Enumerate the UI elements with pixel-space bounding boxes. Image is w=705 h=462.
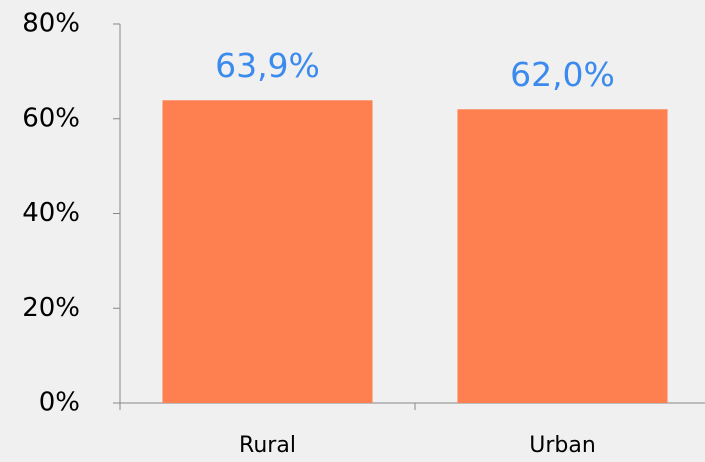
y-tick-label: 80% xyxy=(22,9,80,39)
x-tick-label: Rural xyxy=(239,433,296,458)
bar xyxy=(162,100,373,404)
value-label: 62,0% xyxy=(510,55,615,94)
bar xyxy=(457,109,668,404)
y-tick-label: 20% xyxy=(22,293,80,323)
y-tick-label: 0% xyxy=(39,388,80,418)
y-tick-label: 40% xyxy=(22,198,80,228)
x-tick-label: Urban xyxy=(529,433,596,458)
value-label: 63,9% xyxy=(215,46,320,85)
y-tick-label: 60% xyxy=(22,103,80,133)
